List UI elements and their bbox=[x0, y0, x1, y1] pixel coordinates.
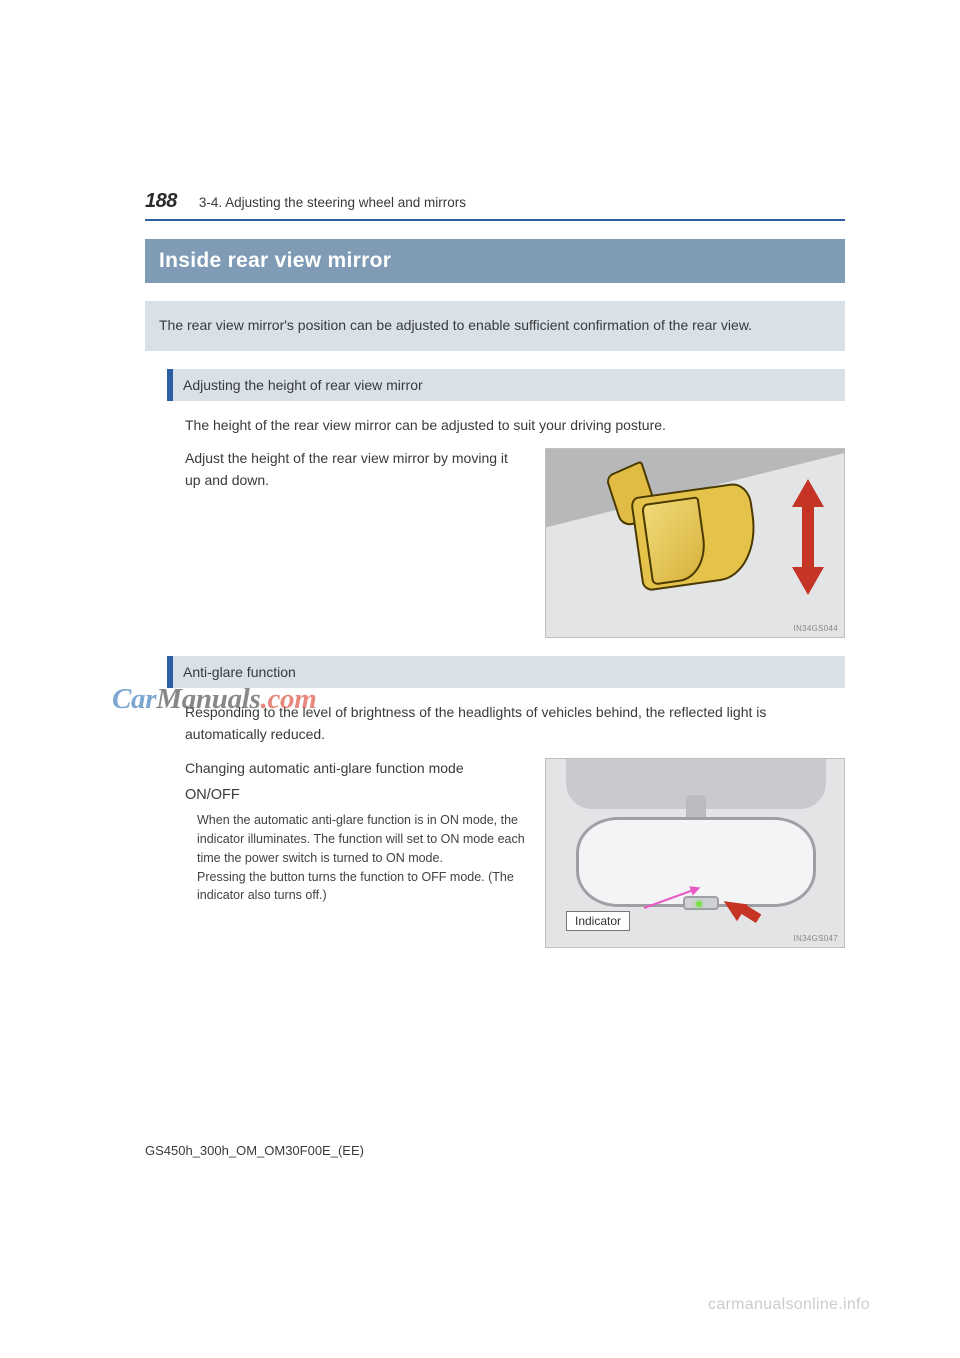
section1-line1: The height of the rear view mirror can b… bbox=[185, 415, 845, 437]
chapter-title: 3-4. Adjusting the steering wheel and mi… bbox=[199, 195, 466, 210]
page-header: 188 3-4. Adjusting the steering wheel an… bbox=[145, 190, 845, 213]
section-heading-height: Adjusting the height of rear view mirror bbox=[167, 369, 845, 401]
figure1-code: IN34GS044 bbox=[793, 624, 838, 633]
arrow-up-icon bbox=[792, 479, 824, 507]
section-heading-antiglare: Anti-glare function bbox=[167, 656, 845, 688]
section2-two-col: Changing automatic anti-glare function m… bbox=[185, 758, 845, 948]
indicator-label: Indicator bbox=[566, 911, 630, 931]
page-number: 188 bbox=[145, 190, 177, 213]
section2-para: Changing automatic anti-glare function m… bbox=[185, 758, 527, 780]
watermark-part1: Car bbox=[112, 683, 156, 715]
section2-note: When the automatic anti-glare function i… bbox=[197, 811, 527, 905]
section1-two-col: Adjust the height of the rear view mirro… bbox=[185, 448, 845, 638]
page: 188 3-4. Adjusting the steering wheel an… bbox=[0, 0, 960, 1358]
figure-antiglare: Indicator IN34GS047 bbox=[545, 758, 845, 948]
topic-title-bar: Inside rear view mirror bbox=[145, 239, 845, 283]
arrow-down-icon bbox=[792, 567, 824, 595]
section1-text-col: Adjust the height of the rear view mirro… bbox=[185, 448, 527, 499]
figure-mirror-height: IN34GS044 bbox=[545, 448, 845, 638]
watermark-bottom: carmanualsonline.info bbox=[708, 1296, 870, 1314]
document-code: GS450h_300h_OM_OM30F00E_(EE) bbox=[145, 1143, 364, 1158]
section2-text-col: Changing automatic anti-glare function m… bbox=[185, 758, 527, 905]
section2-onoff: ON/OFF bbox=[185, 787, 527, 803]
arrow-stem-icon bbox=[802, 507, 814, 567]
section1-line2: Adjust the height of the rear view mirro… bbox=[185, 448, 527, 491]
section2-line1: Responding to the level of brightness of… bbox=[185, 702, 845, 745]
intro-box: The rear view mirror's position can be a… bbox=[145, 301, 845, 351]
header-rule bbox=[145, 219, 845, 221]
indicator-led-icon bbox=[696, 901, 702, 907]
figure2-code: IN34GS047 bbox=[793, 934, 838, 943]
